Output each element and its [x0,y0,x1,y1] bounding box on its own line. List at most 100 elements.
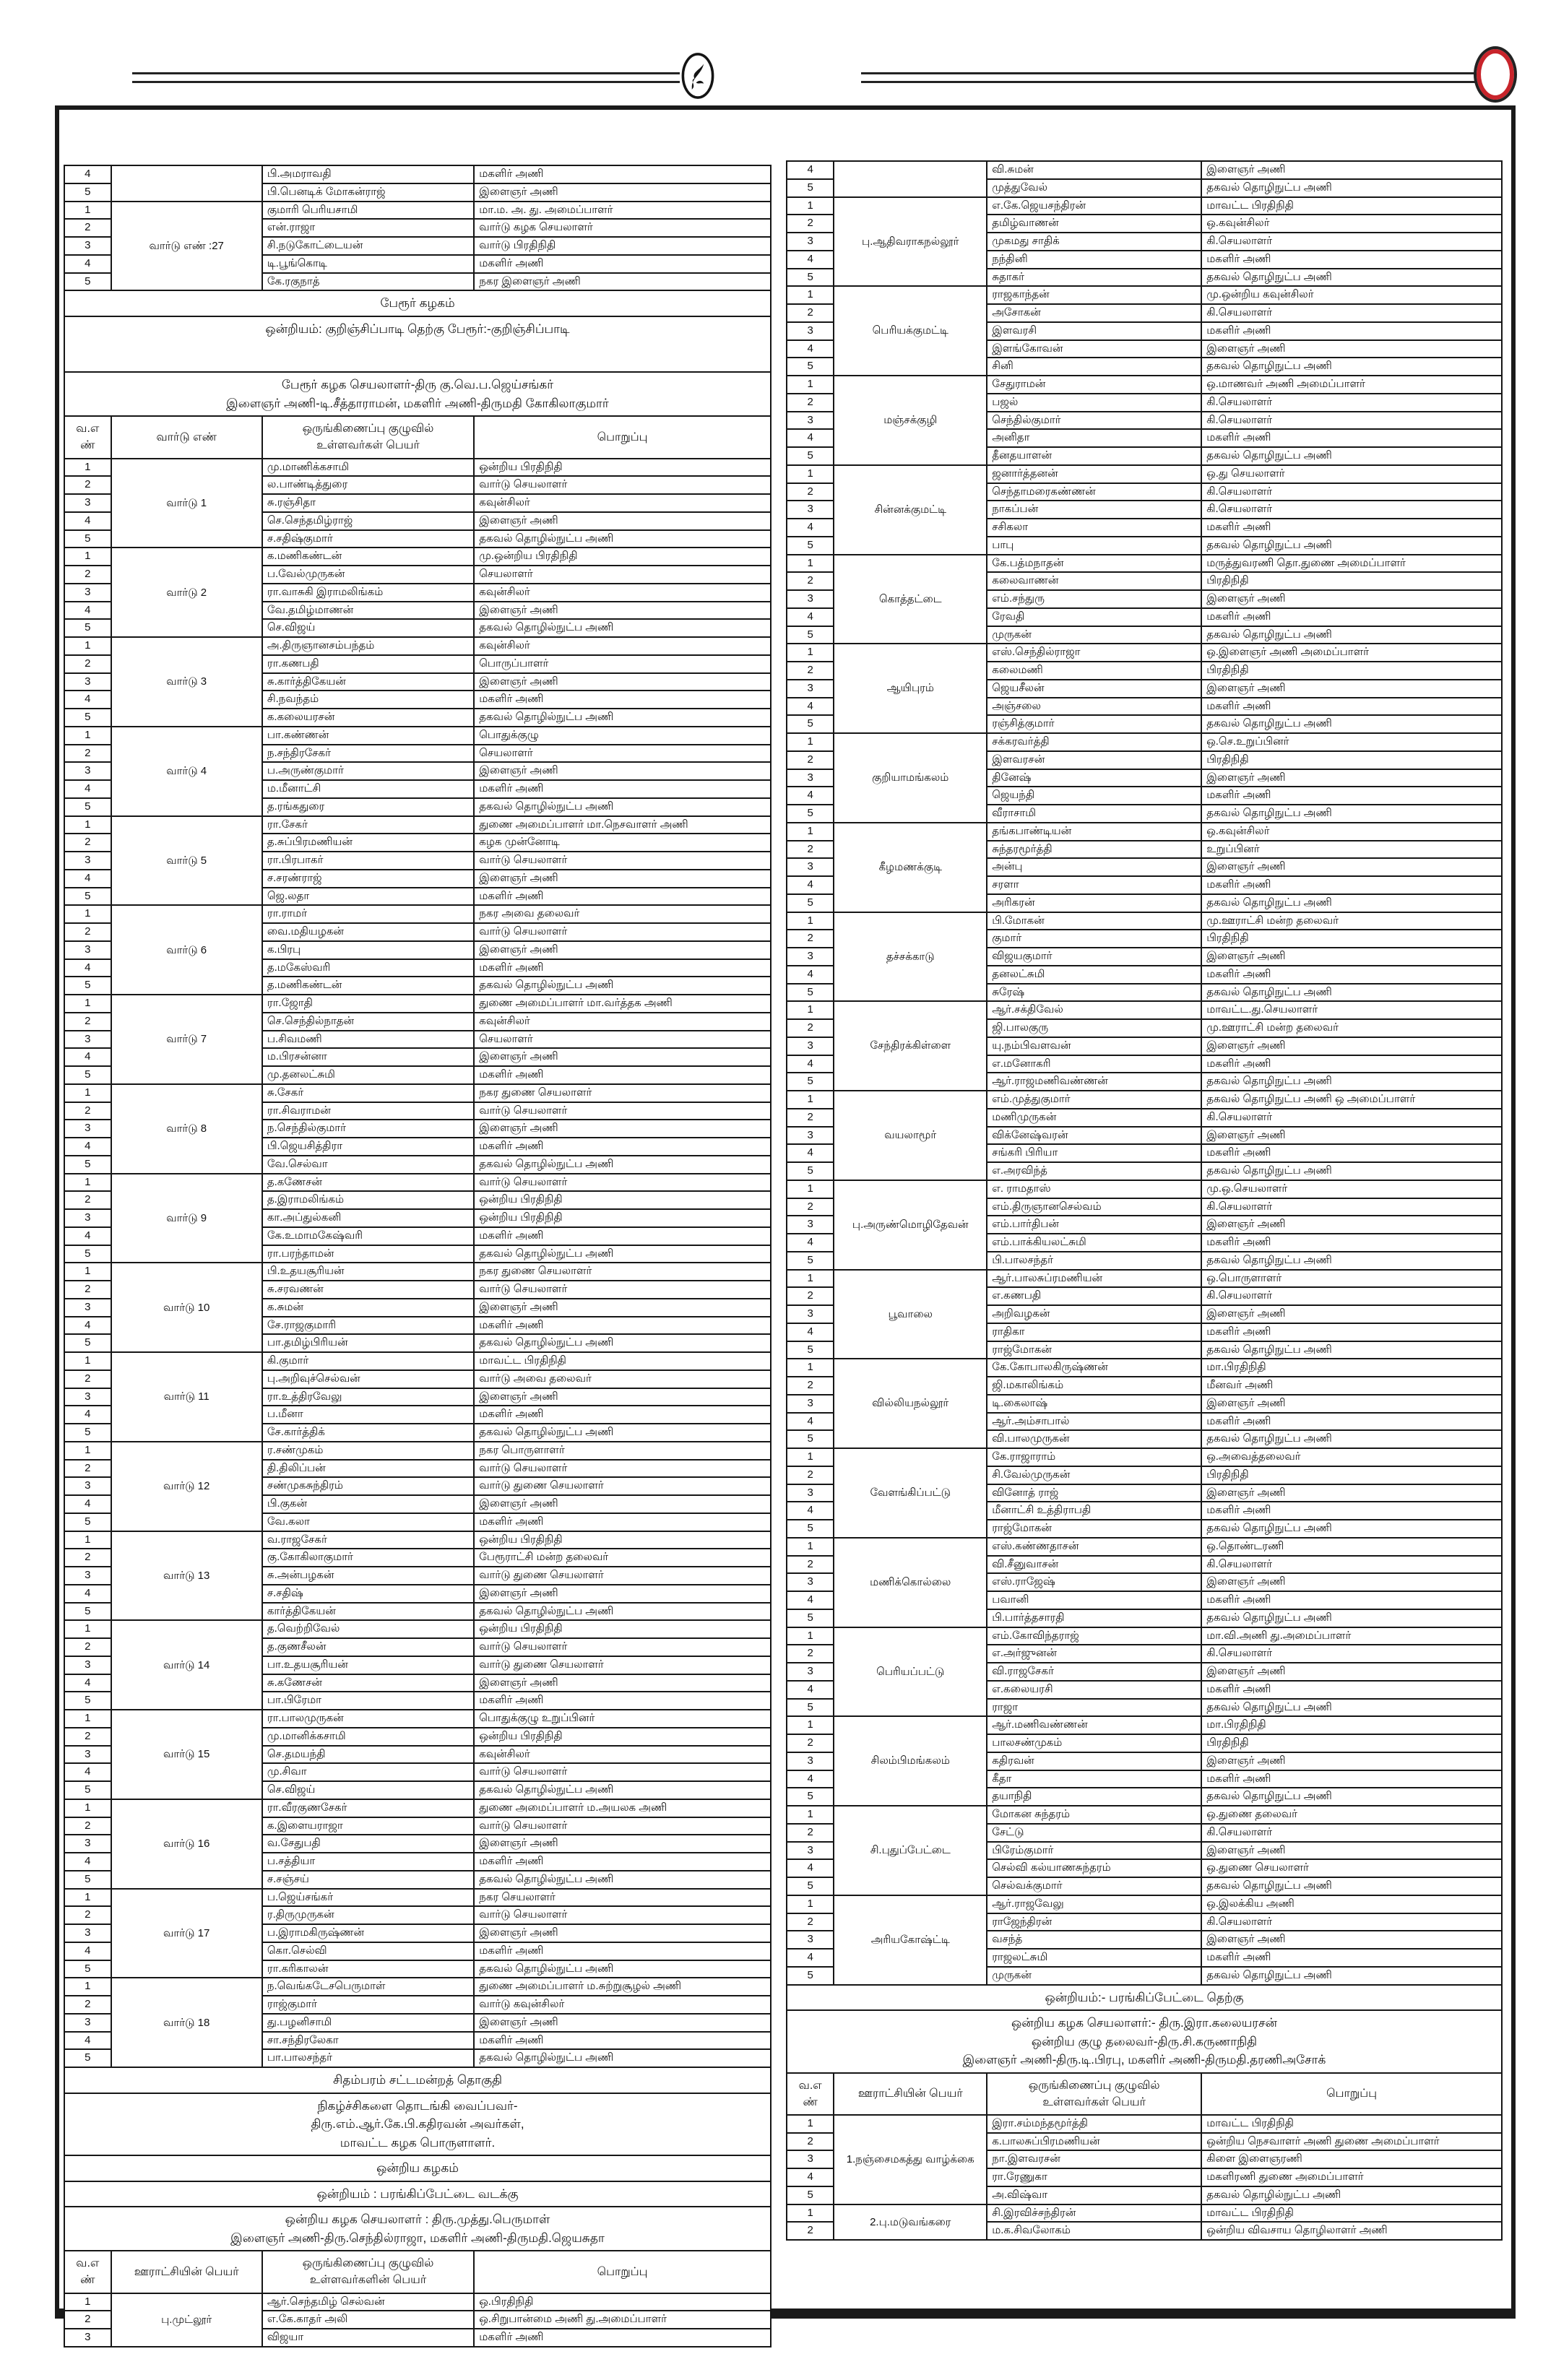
serial-cell: 5 [785,1965,835,1986]
member-role-cell: மகளிர் அணி [473,779,772,799]
group-name-cell: கொத்தட்டை [833,553,988,645]
member-row: 2 க.இளையராஜா வார்டு செயலாளர் [64,1816,772,1836]
serial-cell: 1 [64,1798,112,1818]
serial-cell: 1 [785,375,835,394]
group-name-cell: வார்டு 1 [110,457,263,549]
member-row: 4 வி.சுமன் இளைஞர் அணி [785,160,1503,198]
member-role-cell: கழக முன்னோடி [473,833,772,853]
member-row: 2 மணிமுருகன் கி.செயலாளர் [785,1107,1503,1128]
member-row: 4 பி.ஜெயசித்திரா மகளிர் அணி [64,1137,772,1156]
member-row: 4 அஞ்சலை மகளிர் அணி [785,696,1503,717]
serial-cell: 1 [64,1887,112,1908]
section-row: சிதம்பரம் சட்டமன்றத் தொகுதி [64,2067,772,2094]
member-name-cell: தமிழ்வாணன் [986,214,1203,233]
serial-cell: 2 [64,1548,112,1568]
member-name-cell: ந.சந்திரசேகர் [261,743,475,763]
member-name-cell: மணிமுருகன் [986,1107,1203,1128]
member-name-cell: அரிகரன் [986,893,1203,913]
member-name-cell: ப.அருண்குமார் [261,761,475,782]
member-row: 4 த.மகேஸ்வரி மகளிர் அணி [64,958,772,978]
member-role-cell: வார்டு செயலாளர் [473,475,772,496]
serial-cell: 4 [64,1762,112,1783]
member-role-cell: துணை அமைப்பாளர் மா.வர்த்தக அணி [473,994,772,1013]
member-row: 4 சே.ராஜகுமாரி மகளிர் அணி [64,1315,772,1336]
serial-cell: 4 [785,2168,835,2187]
column-header: வார்டு எண் [110,415,263,459]
member-role-cell: ஒ.சிறுபான்மை அணி து.அமைப்பாளர் [473,2310,772,2329]
member-name-cell: ரா.பிரபாகர் [261,851,475,870]
column-header: பொறுப்பு [1201,2072,1503,2116]
section-cell: பேரூர் கழக செயலாளர்-திரு கு.வெ.ப.ஜெய்சங்… [64,371,772,417]
group-name-cell: வார்டு 5 [110,815,263,906]
section-cell: ஒன்றிய கழகம் [64,2155,772,2182]
section-cell: ஒன்றிய கழக செயலாளர் : திரு.முத்து.பெருமா… [64,2206,772,2252]
member-role-cell: பிரதிநிதி [1201,750,1503,770]
member-row: 4 இளங்கோவன் இளைஞர் அணி [785,339,1503,359]
serial-cell: 4 [64,868,112,888]
member-name-cell: கலைமணி [986,661,1203,680]
member-row: 5 கே.ரகுநாத் நகர இளைஞர் அணி [64,272,772,292]
member-row: 4 நந்தினி மகளிர் அணி [785,249,1503,269]
member-row: 4 அனிதா மகளிர் அணி [785,428,1503,448]
member-row: 1 வார்டு 15 ரா.பாலமுருகன் பொதுக்குழு உறுப்ப… [64,1709,772,1800]
member-row: 1 வார்டு 1 மு.மாணிக்கசாமி ஒன்றிய பிரதிநிதி [64,457,772,549]
member-row: 3 ப.இராமகிருஷ்ணன் இளைஞர் அணி [64,1924,772,1943]
member-role-cell: கவுன்சிலர் [473,1744,772,1765]
member-role-cell: ஒ.கவுன்சிலர் [1201,214,1503,233]
member-role-cell: செயலாளர் [473,743,772,763]
member-name-cell: எஸ்.ராஜேஷ் [986,1572,1203,1592]
member-role-cell: இளைஞர் அணி [1201,1393,1503,1414]
member-role-cell: மகளிர் அணி [473,1065,772,1085]
group-name-cell: வார்டு 7 [110,994,263,1085]
member-role-cell: பொதுக்குழு உறுப்பினர் [473,1709,772,1728]
member-row: 1 வயலாமூர் எம்.முத்துகுமார் தகவல் தொழிநுட்ப… [785,1090,1503,1181]
member-row: 4 சரளா மகளிர் அணி [785,875,1503,895]
serial-cell: 3 [64,2328,112,2347]
serial-cell: 2 [64,475,112,496]
member-role-cell: இளைஞர் அணி [473,2012,772,2033]
member-role-cell: தகவல் தொழில்நுட்ப அணி [473,1154,772,1174]
member-row: 5 ஜெ.லதா மகளிர் அணி [64,886,772,906]
serial-cell: 4 [785,696,835,717]
column-header: ஒருங்கிணைப்பு குழுவில் உள்ளவர்கள் பெயர் [986,2072,1203,2116]
member-role-cell: தகவல் தொழிநுட்ப அணி [1201,1697,1503,1718]
member-row: 4 பி.அமராவதி மகளிர் அணி [64,165,772,202]
member-name-cell: க.சுமன் [261,1297,475,1317]
member-name-cell: விஜயகுமார் [986,947,1203,966]
member-name-cell: செந்தாமரைகண்ணன் [986,482,1203,502]
serial-cell: 1 [64,815,112,835]
serial-cell: 3 [64,1834,112,1854]
member-role-cell: ஒன்றிய பிரதிநிதி [473,1208,772,1228]
member-name-cell: தினேஷ் [986,768,1203,788]
member-name-cell: எ.கே.ஜெயசந்திரன் [986,196,1203,216]
serial-cell: 2 [64,1369,112,1389]
serial-cell: 5 [785,1697,835,1718]
member-row: 1 1.நஞ்சைமகத்து வாழ்க்கை இரா.சம்மந்தமூர்த்… [785,2113,1503,2205]
member-row: 4 ரா.ரேணுகா மகளிரணி துணை அமைப்பாளர் [785,2168,1503,2187]
group-name-cell: ஆயிபுரம் [833,643,988,734]
member-role-cell: மகளிர் அணி [473,2030,772,2051]
serial-cell: 5 [785,267,835,287]
member-name-cell: ராதிகா [986,1322,1203,1342]
member-role-cell: தகவல் தொழில்நுட்ப அணி [473,976,772,996]
member-name-cell: ஜெ.லதா [261,886,475,906]
group-name-cell: வார்டு 2 [110,547,263,639]
member-role-cell: மு.ஒன்றிய பிரதிநிதி [473,547,772,567]
serial-cell: 5 [785,893,835,913]
member-role-cell: இளைஞர் அணி [473,1047,772,1068]
member-row: 3 ஜெயசீலன் இளைஞர் அணி [785,678,1503,698]
member-row: 3 விஜயா மகளிர் அணி [64,2328,772,2347]
serial-cell: 4 [785,339,835,359]
member-row: 4 சா.சந்திரலேகா மகளிர் அணி [64,2030,772,2051]
member-role-cell: பிரதிநிதி [1201,929,1503,948]
member-row: 3 சு.ரஞ்சிதா கவுன்சிலர் [64,493,772,513]
member-role-cell: தகவல் தொழில்நுட்ப அணி [473,1780,772,1800]
serial-cell: 4 [64,1583,112,1604]
serial-cell: 4 [64,2030,112,2051]
member-role-cell: பிரதிநிதி [1201,1734,1503,1753]
member-row: 2 ரா.கணபதி பொருப்பாளர் [64,654,772,674]
member-row: 1 சேந்திரக்கிள்ளை ஆர்.சக்திவேல் மாவட்ட.து.ச… [785,1000,1503,1091]
member-row: 2 ப.வேல்முருகன் செயலாளர் [64,565,772,584]
serial-cell: 2 [785,1912,835,1932]
member-role-cell: வார்டு செயலாளர் [473,851,772,870]
